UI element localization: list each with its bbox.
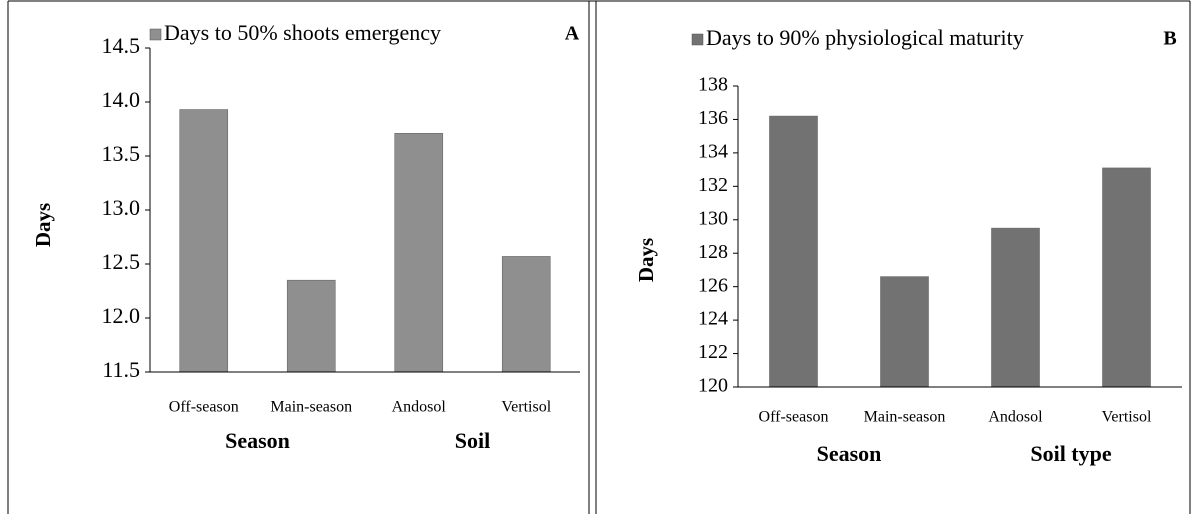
chart-panel: Days to 50% shoots emergency A Days 11.5 12.… [31, 20, 580, 453]
bar [501, 256, 551, 373]
y-tick-label: 132 [698, 174, 728, 196]
y-axis-label: Days [31, 203, 55, 247]
y-axis-label: Days [634, 238, 658, 282]
y-tick-label: 14.0 [102, 87, 141, 112]
y-tick-label: 126 [698, 274, 728, 296]
group-label: Season [225, 428, 290, 453]
x-tick-label: Main-season [270, 399, 352, 416]
panel-label: A [565, 23, 580, 45]
chart-panel: Days to 90% physiological maturity B Days 1… [634, 25, 1182, 466]
group-label: Season [817, 441, 882, 466]
x-tick-label: Vertisol [1102, 409, 1152, 426]
x-tick-label: Andosol [988, 409, 1043, 426]
group-label: Soil [455, 428, 490, 453]
y-tick-label: 12.5 [102, 249, 141, 274]
bar [769, 115, 818, 388]
y-tick-label: 13.5 [102, 141, 141, 166]
x-tick-label: Main-season [864, 409, 946, 426]
y-tick-label: 124 [698, 308, 728, 330]
legend-swatch [691, 33, 704, 46]
legend-label: Days to 50% shoots emergency [164, 20, 441, 45]
panel-borders [7, 0, 1191, 514]
y-tick-label: 134 [698, 140, 728, 162]
y-tick-label: 14.5 [102, 33, 141, 58]
y-tick-label: 128 [698, 241, 728, 263]
bar [394, 133, 444, 373]
y-tick-label: 12.0 [102, 303, 141, 328]
x-tick-label: Andosol [392, 399, 447, 416]
panel-label: B [1163, 28, 1176, 50]
y-tick-label: 13.0 [102, 195, 141, 220]
y-tick-label: 122 [698, 341, 728, 363]
y-tick-label: 11.5 [102, 357, 140, 382]
y-tick-label: 120 [698, 375, 728, 397]
x-tick-label: Off-season [169, 399, 239, 416]
bar [286, 279, 336, 373]
bar [1102, 167, 1151, 388]
legend-swatch [149, 28, 162, 41]
bar [991, 227, 1040, 388]
x-tick-label: Off-season [759, 409, 829, 426]
legend-label: Days to 90% physiological maturity [706, 25, 1024, 50]
bar [880, 276, 929, 388]
y-tick-label: 130 [698, 207, 728, 229]
y-tick-label: 138 [698, 74, 728, 96]
bar [179, 109, 229, 373]
y-tick-label: 136 [698, 107, 728, 129]
group-label: Soil type [1030, 441, 1112, 466]
x-tick-label: Vertisol [501, 399, 551, 416]
